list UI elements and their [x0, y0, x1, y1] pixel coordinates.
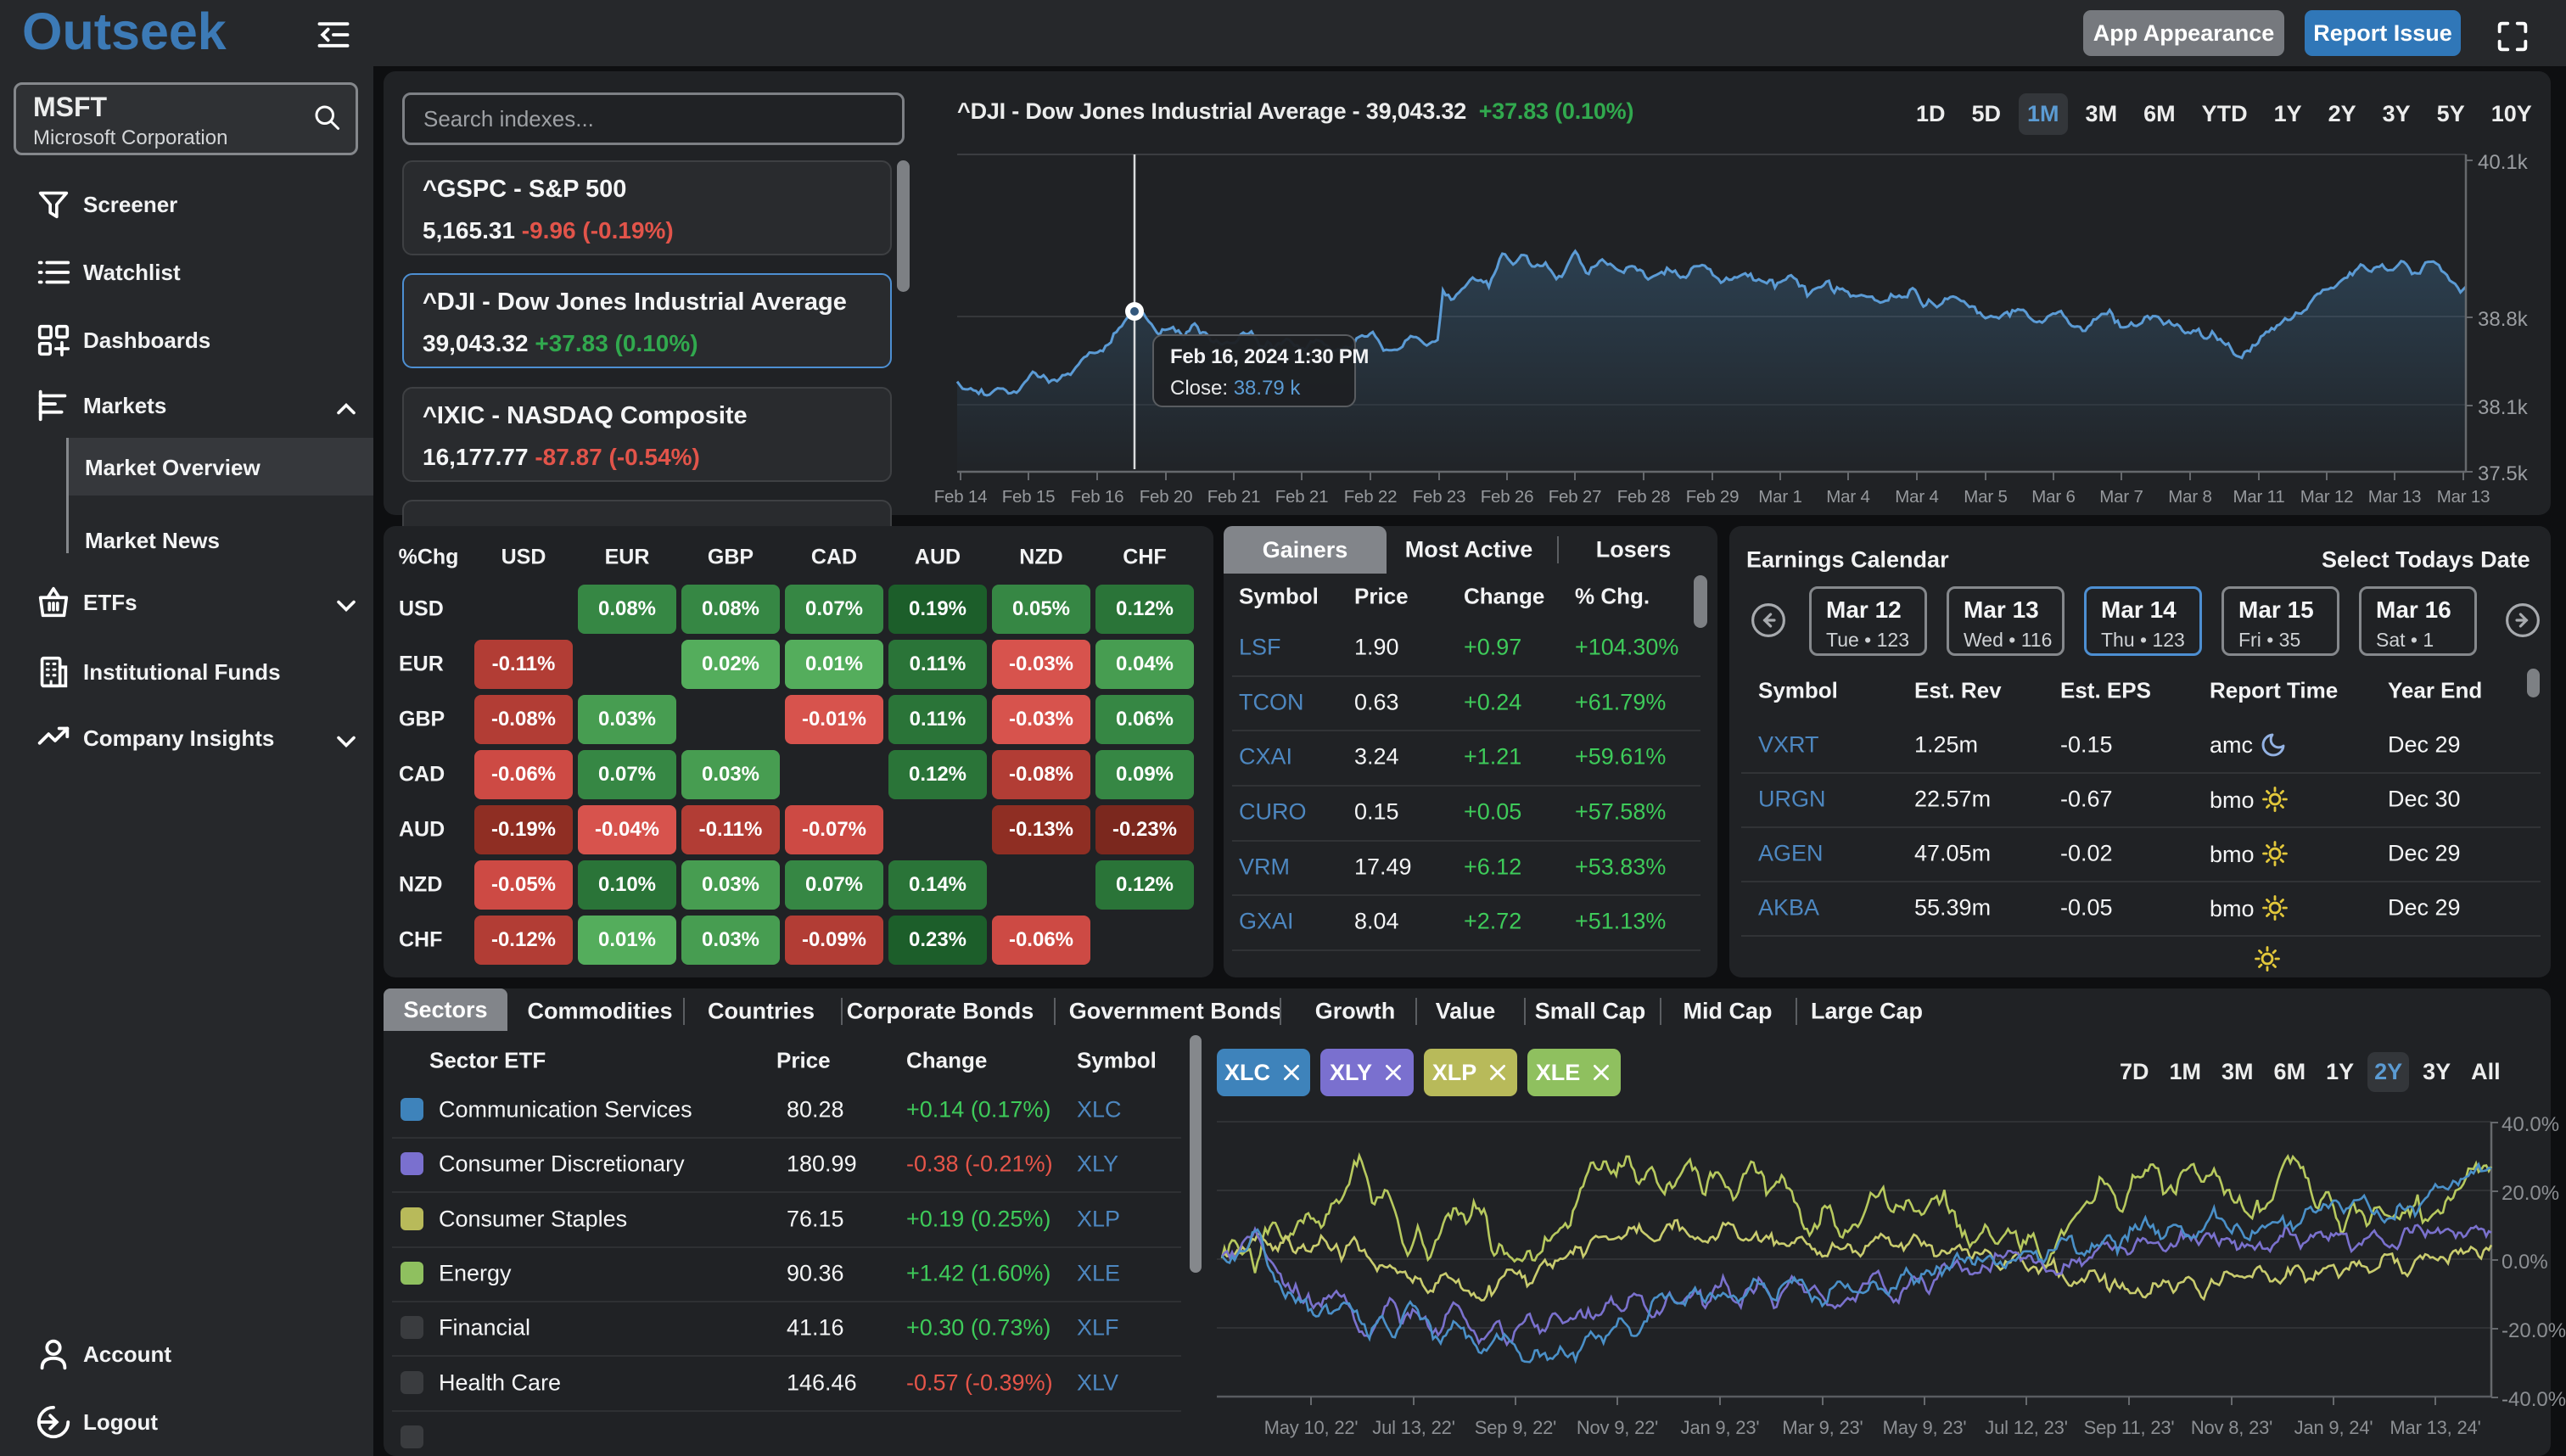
svg-text:Jul 13, 22': Jul 13, 22' — [1372, 1417, 1454, 1438]
svg-text:Mar 7: Mar 7 — [2099, 487, 2143, 507]
svg-text:Feb 15: Feb 15 — [1002, 487, 1056, 507]
svg-text:Sep 9, 22': Sep 9, 22' — [1475, 1417, 1556, 1438]
svg-text:Sep 11, 23': Sep 11, 23' — [2084, 1417, 2175, 1438]
svg-text:Feb 14: Feb 14 — [934, 487, 988, 507]
svg-text:0.0%: 0.0% — [2502, 1251, 2548, 1274]
svg-text:Feb 21: Feb 21 — [1275, 487, 1329, 507]
svg-text:Feb 29: Feb 29 — [1686, 487, 1740, 507]
svg-text:Mar 5: Mar 5 — [1964, 487, 2007, 507]
svg-text:Feb 16: Feb 16 — [1071, 487, 1124, 507]
svg-text:Mar 1: Mar 1 — [1758, 487, 1801, 507]
svg-text:-20.0%: -20.0% — [2502, 1319, 2566, 1342]
svg-text:20.0%: 20.0% — [2502, 1182, 2559, 1205]
svg-text:Mar 8: Mar 8 — [2168, 487, 2211, 507]
svg-text:Nov 9, 22': Nov 9, 22' — [1577, 1417, 1658, 1438]
svg-text:Feb 28: Feb 28 — [1617, 487, 1671, 507]
svg-text:Jan 9, 24': Jan 9, 24' — [2294, 1417, 2373, 1438]
svg-text:Feb 27: Feb 27 — [1549, 487, 1602, 507]
svg-text:Jan 9, 23': Jan 9, 23' — [1681, 1417, 1760, 1438]
svg-text:Mar 4: Mar 4 — [1895, 487, 1938, 507]
svg-text:40.0%: 40.0% — [2502, 1113, 2559, 1136]
svg-text:40.1k: 40.1k — [2478, 151, 2529, 174]
svg-text:Mar 6: Mar 6 — [2031, 487, 2075, 507]
svg-text:Mar 4: Mar 4 — [1826, 487, 1869, 507]
svg-text:-40.0%: -40.0% — [2502, 1388, 2566, 1411]
svg-text:Mar 13: Mar 13 — [2368, 487, 2422, 507]
svg-text:38.1k: 38.1k — [2478, 396, 2529, 419]
svg-text:May 9, 23': May 9, 23' — [1883, 1417, 1967, 1438]
svg-text:Feb 22: Feb 22 — [1344, 487, 1398, 507]
svg-text:Feb 26: Feb 26 — [1481, 487, 1534, 507]
svg-text:Mar 12: Mar 12 — [2300, 487, 2354, 507]
svg-text:Nov 8, 23': Nov 8, 23' — [2191, 1417, 2272, 1438]
svg-text:Feb 20: Feb 20 — [1140, 487, 1193, 507]
svg-text:Feb 23: Feb 23 — [1413, 487, 1466, 507]
svg-text:Feb 21: Feb 21 — [1207, 487, 1261, 507]
svg-text:37.5k: 37.5k — [2478, 462, 2529, 485]
svg-text:Mar 13: Mar 13 — [2437, 487, 2490, 507]
svg-text:Mar 9, 23': Mar 9, 23' — [1782, 1417, 1863, 1438]
svg-text:May 10, 22': May 10, 22' — [1264, 1417, 1359, 1438]
svg-text:Jul 12, 23': Jul 12, 23' — [1985, 1417, 2067, 1438]
svg-text:38.8k: 38.8k — [2478, 308, 2529, 331]
svg-text:Mar 13, 24': Mar 13, 24' — [2390, 1417, 2480, 1438]
svg-text:Mar 11: Mar 11 — [2233, 487, 2284, 507]
